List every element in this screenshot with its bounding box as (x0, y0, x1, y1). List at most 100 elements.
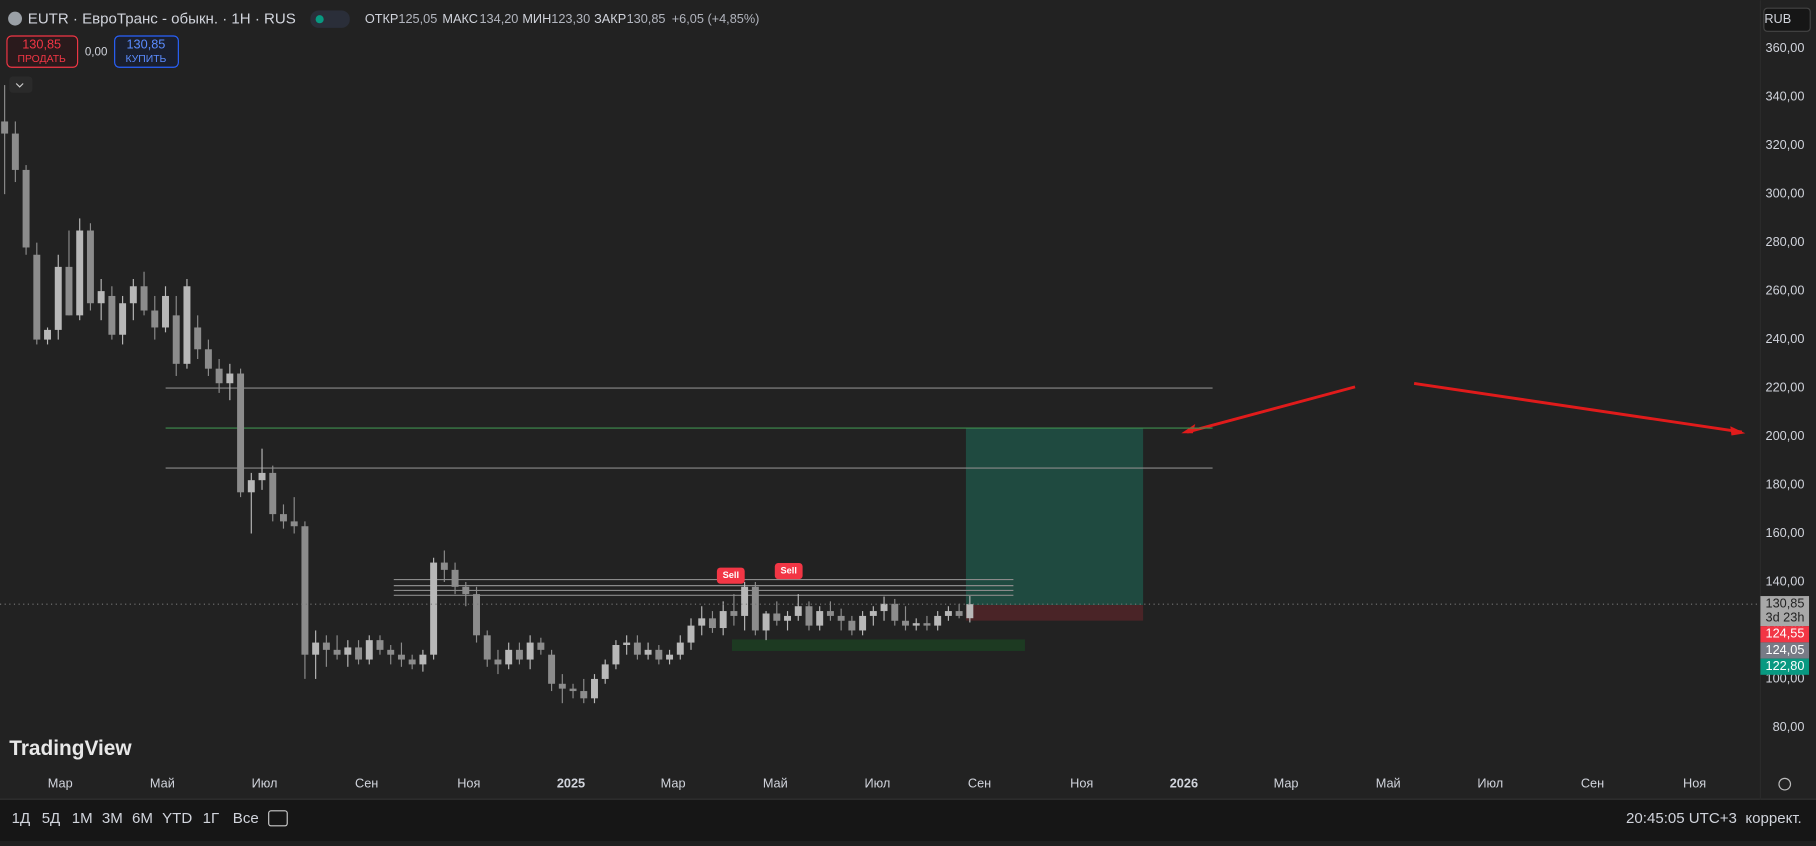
candle-body (258, 472, 266, 481)
candle-body (172, 315, 180, 364)
candle-body (537, 642, 545, 650)
range-button[interactable]: 3М (102, 810, 123, 827)
ohlc-label: ЗАКР (594, 11, 626, 26)
candle-body (591, 678, 598, 699)
symbol: EUTR · ЕвроТранс - обыкн. · 1Н · RUS (28, 11, 296, 28)
candle-body (784, 615, 792, 621)
candle-body (151, 310, 159, 328)
x-tick-label: Май (1376, 776, 1401, 791)
currency: RUB (1764, 11, 1791, 26)
price-label-bg (1760, 596, 1810, 627)
price-label: 124,05 (1766, 642, 1805, 657)
candle-body (569, 688, 577, 692)
range-zone (731, 639, 1025, 651)
price-label: 130,85 (1766, 596, 1805, 611)
loss-zone (965, 605, 1144, 621)
candle-body (934, 615, 942, 626)
candle-body (676, 642, 684, 655)
range-button[interactable]: 1Г (203, 810, 220, 827)
y-tick-label: 220,00 (1766, 379, 1805, 394)
ohlc-label: МИН (522, 11, 551, 26)
y-tick-label: 300,00 (1766, 186, 1805, 201)
signal-badge (716, 567, 745, 584)
ohlc-value: 134,20 (479, 11, 518, 26)
candle-body (76, 230, 84, 316)
currency-button[interactable] (1763, 7, 1811, 32)
candle-body (11, 133, 19, 170)
status-dot (315, 15, 324, 24)
candle-body (623, 642, 631, 646)
collapse-button[interactable] (9, 76, 33, 93)
y-tick-label: 180,00 (1766, 476, 1805, 491)
logo: TradingView (9, 737, 132, 760)
candle-body (140, 286, 148, 311)
candle-body (912, 623, 920, 626)
candle-body (333, 649, 341, 655)
candle-body (129, 286, 137, 304)
buy-price: 130,85 (126, 37, 165, 52)
candle-body (902, 620, 909, 626)
candle-body (601, 664, 609, 679)
y-tick-label: 340,00 (1766, 89, 1805, 104)
candle-body (22, 169, 30, 248)
candle-body (773, 613, 781, 621)
range-button[interactable]: 6М (132, 810, 153, 827)
y-tick-label: 200,00 (1766, 428, 1805, 443)
candle-body (473, 594, 480, 636)
price-label: 124,55 (1766, 626, 1805, 641)
candle-body (859, 615, 867, 631)
candle-body (397, 654, 405, 660)
candle-body (108, 295, 116, 335)
spread: 0,00 (85, 46, 108, 58)
candle-body (33, 254, 41, 340)
date-range-icon[interactable] (268, 810, 288, 827)
candle-body (462, 586, 470, 595)
range-button[interactable]: 1М (72, 810, 93, 827)
range-button[interactable]: 1Д (12, 810, 31, 827)
y-tick-label: 360,00 (1766, 40, 1805, 55)
x-tick-label: Ноя (457, 776, 480, 791)
x-tick-label: Июл (1477, 776, 1503, 791)
x-tick-label: Сен (1581, 776, 1604, 791)
candle-body (944, 611, 952, 616)
candle-body (515, 649, 523, 660)
sell-button[interactable] (6, 35, 79, 68)
x-tick-label: 2026 (1170, 776, 1198, 791)
candle-body (698, 618, 706, 626)
candle-body (880, 603, 888, 612)
candle-body (97, 291, 105, 304)
candle-body (751, 586, 759, 631)
candle-body (966, 604, 974, 619)
signal-label: Sell (723, 570, 739, 580)
candle-body (955, 611, 963, 616)
candle-body (869, 611, 877, 616)
candle-body (269, 472, 277, 515)
range-button[interactable]: YTD (162, 810, 192, 827)
range-button[interactable]: Все (233, 810, 259, 827)
candle-body (237, 373, 245, 493)
candle-body (365, 640, 373, 660)
x-tick-label: Сен (968, 776, 991, 791)
ohlc-value: 125,05 (398, 11, 437, 26)
candle-body (494, 659, 502, 665)
range-button[interactable]: 5Д (42, 810, 61, 827)
buy-button[interactable] (114, 35, 179, 68)
sell-price: 130,85 (22, 37, 61, 52)
x-tick-label: Ноя (1683, 776, 1706, 791)
y-tick-label: 80,00 (1773, 719, 1805, 734)
candle-body (226, 373, 234, 384)
status (310, 10, 350, 28)
x-tick-label: Май (763, 776, 788, 791)
settings-icon[interactable] (1778, 777, 1792, 791)
candle-body (408, 659, 416, 665)
candle-body (762, 613, 770, 631)
candle-body (923, 623, 931, 626)
y-tick-label: 260,00 (1766, 282, 1805, 297)
candle-body (826, 611, 834, 616)
adjust[interactable]: коррект. (1745, 810, 1801, 827)
candle-body (322, 642, 330, 650)
arrow (1186, 382, 1743, 434)
ohlc-value: 130,85 (627, 11, 666, 26)
